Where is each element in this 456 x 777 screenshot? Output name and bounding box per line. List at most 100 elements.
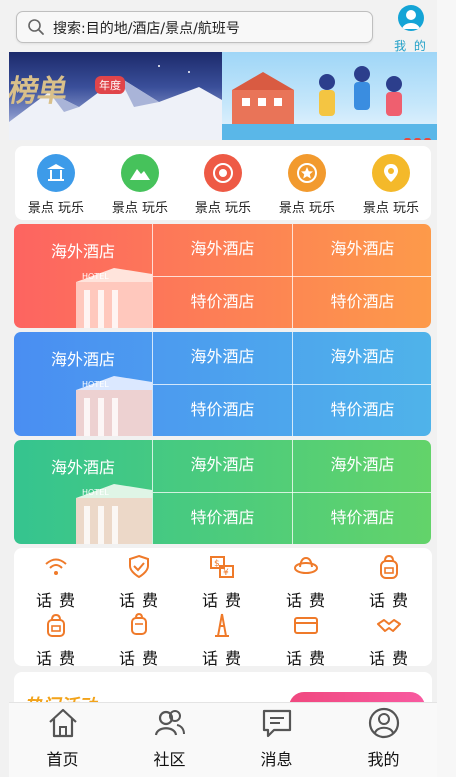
search-bar[interactable]: 搜索:目的地/酒店/景点/航班号 <box>16 11 373 43</box>
category-label: 景点 玩乐 <box>278 201 336 216</box>
bottom-tab-bar: 首页 社区 消息 我的 <box>9 702 437 777</box>
page-dot[interactable] <box>424 138 431 140</box>
svg-text:HOTEL: HOTEL <box>82 488 109 497</box>
banner-pagination[interactable] <box>404 128 434 140</box>
star-badge-icon <box>288 154 326 192</box>
hotel-cell[interactable]: 海外酒店 <box>330 347 395 366</box>
category-label: 景点 玩乐 <box>194 201 252 216</box>
user-avatar-icon <box>398 5 424 31</box>
page-dot[interactable] <box>404 138 411 140</box>
tab-label: 我的 <box>367 750 400 769</box>
service-label: 话 费 <box>118 649 160 668</box>
backpack-icon <box>380 554 398 579</box>
divider <box>152 440 153 544</box>
top-header: 搜索:目的地/酒店/景点/航班号 我 的 <box>0 0 437 53</box>
hat-icon <box>294 556 318 574</box>
service-item-5[interactable]: 话 费 <box>347 554 431 611</box>
category-label: 景点 玩乐 <box>111 201 169 216</box>
category-row: 景点 玩乐 景点 玩乐 景点 玩乐 景点 玩乐 景点 玩乐 <box>15 146 431 220</box>
promo-banner[interactable]: 榜单 年度 开学季 <box>9 52 437 140</box>
hotel-big-label: 海外酒店 <box>50 350 115 369</box>
search-placeholder: 搜索:目的地/酒店/景点/航班号 <box>53 21 240 37</box>
hotel-cell[interactable]: 特价酒店 <box>330 400 395 419</box>
service-item-10[interactable]: 话 费 <box>347 612 431 669</box>
service-label: 话 费 <box>368 649 410 668</box>
hotel-big-tile[interactable]: HOTEL 海外酒店 <box>14 440 152 544</box>
hotel-cell[interactable]: 特价酒店 <box>330 292 395 311</box>
category-item-5[interactable]: 景点 玩乐 <box>353 154 429 216</box>
service-label: 话 费 <box>201 649 243 668</box>
svg-text:HOTEL: HOTEL <box>82 380 109 389</box>
service-item-2[interactable]: 话 费 <box>97 554 181 611</box>
service-item-8[interactable]: 话 费 <box>180 612 264 669</box>
card-icon <box>294 617 318 634</box>
tab-messages[interactable]: 消息 <box>223 703 330 770</box>
service-label: 话 费 <box>368 591 410 610</box>
service-label: 话 费 <box>35 649 77 668</box>
hotel-cell[interactable]: 特价酒店 <box>190 292 255 311</box>
service-label: 话 费 <box>35 591 77 610</box>
hotel-big-label: 海外酒店 <box>50 242 115 261</box>
divider <box>153 492 431 493</box>
service-label: 话 费 <box>201 591 243 610</box>
hotel-cell[interactable]: 特价酒店 <box>190 508 255 527</box>
community-icon <box>154 710 185 736</box>
service-item-6[interactable]: 话 费 <box>14 612 98 669</box>
hotel-cell[interactable]: 海外酒店 <box>330 239 395 258</box>
handshake-icon <box>377 619 401 632</box>
hotel-big-tile[interactable]: HOTEL 海外酒店 <box>14 224 152 328</box>
service-item-4[interactable]: 话 费 <box>264 554 348 611</box>
tab-profile[interactable]: 我的 <box>330 703 437 770</box>
profile-label: 我 的 <box>394 39 428 53</box>
bag-icon <box>47 613 65 637</box>
category-label: 景点 玩乐 <box>362 201 420 216</box>
divider <box>153 384 431 385</box>
target-icon <box>204 154 242 192</box>
service-item-9[interactable]: 话 费 <box>264 612 348 669</box>
message-icon <box>262 709 291 738</box>
pavilion-icon <box>37 154 75 192</box>
app-screen: 搜索:目的地/酒店/景点/航班号 我 的 榜单 年度 <box>0 0 437 777</box>
category-item-1[interactable]: 景点 玩乐 <box>18 154 94 216</box>
divider <box>153 276 431 277</box>
tab-label: 社区 <box>153 750 186 769</box>
hotel-cell[interactable]: 特价酒店 <box>330 508 395 527</box>
tab-home[interactable]: 首页 <box>9 703 116 770</box>
hotel-cell[interactable]: 海外酒店 <box>190 455 255 474</box>
divider <box>152 332 153 436</box>
profile-icon <box>368 707 399 739</box>
hotel-panel-red: HOTEL 海外酒店 海外酒店 海外酒店 特价酒店 特价酒店 <box>14 224 431 328</box>
service-item-1[interactable]: 话 费 <box>14 554 98 611</box>
banner-slide-left: 榜单 年度 <box>9 52 222 140</box>
category-item-2[interactable]: 景点 玩乐 <box>102 154 178 216</box>
hotel-cell[interactable]: 海外酒店 <box>330 455 395 474</box>
hotel-cell[interactable]: 海外酒店 <box>190 347 255 366</box>
page-dot[interactable] <box>414 138 421 140</box>
category-label: 景点 玩乐 <box>27 201 85 216</box>
banner-tag: 年度 <box>95 76 125 94</box>
luggage-icon <box>131 612 147 635</box>
hotel-cell[interactable]: 特价酒店 <box>190 400 255 419</box>
tab-community[interactable]: 社区 <box>116 703 223 770</box>
svg-text:¥: ¥ <box>223 568 229 578</box>
banner-title: 榜单 <box>9 74 70 109</box>
home-icon <box>48 708 77 738</box>
hotel-cell[interactable]: 海外酒店 <box>190 239 255 258</box>
hotel-panel-blue: HOTEL 海外酒店 海外酒店 海外酒店 特价酒店 特价酒店 <box>14 332 431 436</box>
svg-text:$: $ <box>214 559 220 569</box>
service-grid: 话 费 话 费 $ ¥ 话 费 话 费 话 费 话 费 话 费 话 费 <box>14 548 432 669</box>
location-pin-icon <box>372 154 410 192</box>
category-item-4[interactable]: 景点 玩乐 <box>269 154 345 216</box>
service-label: 话 费 <box>285 591 327 610</box>
hotel-big-label: 海外酒店 <box>50 458 115 477</box>
service-item-3[interactable]: $ ¥ 话 费 <box>180 554 264 611</box>
mountain-icon <box>121 154 159 192</box>
hotel-big-tile[interactable]: HOTEL 海外酒店 <box>14 332 152 436</box>
banner-slide-right: 开学季 <box>222 52 437 140</box>
category-item-3[interactable]: 景点 玩乐 <box>185 154 261 216</box>
tab-label: 消息 <box>260 750 293 769</box>
hotel-panel-green: HOTEL 海外酒店 海外酒店 海外酒店 特价酒店 特价酒店 <box>14 440 431 544</box>
divider <box>152 224 153 328</box>
profile-shortcut[interactable]: 我 的 <box>391 5 431 53</box>
service-item-7[interactable]: 话 费 <box>97 612 181 669</box>
